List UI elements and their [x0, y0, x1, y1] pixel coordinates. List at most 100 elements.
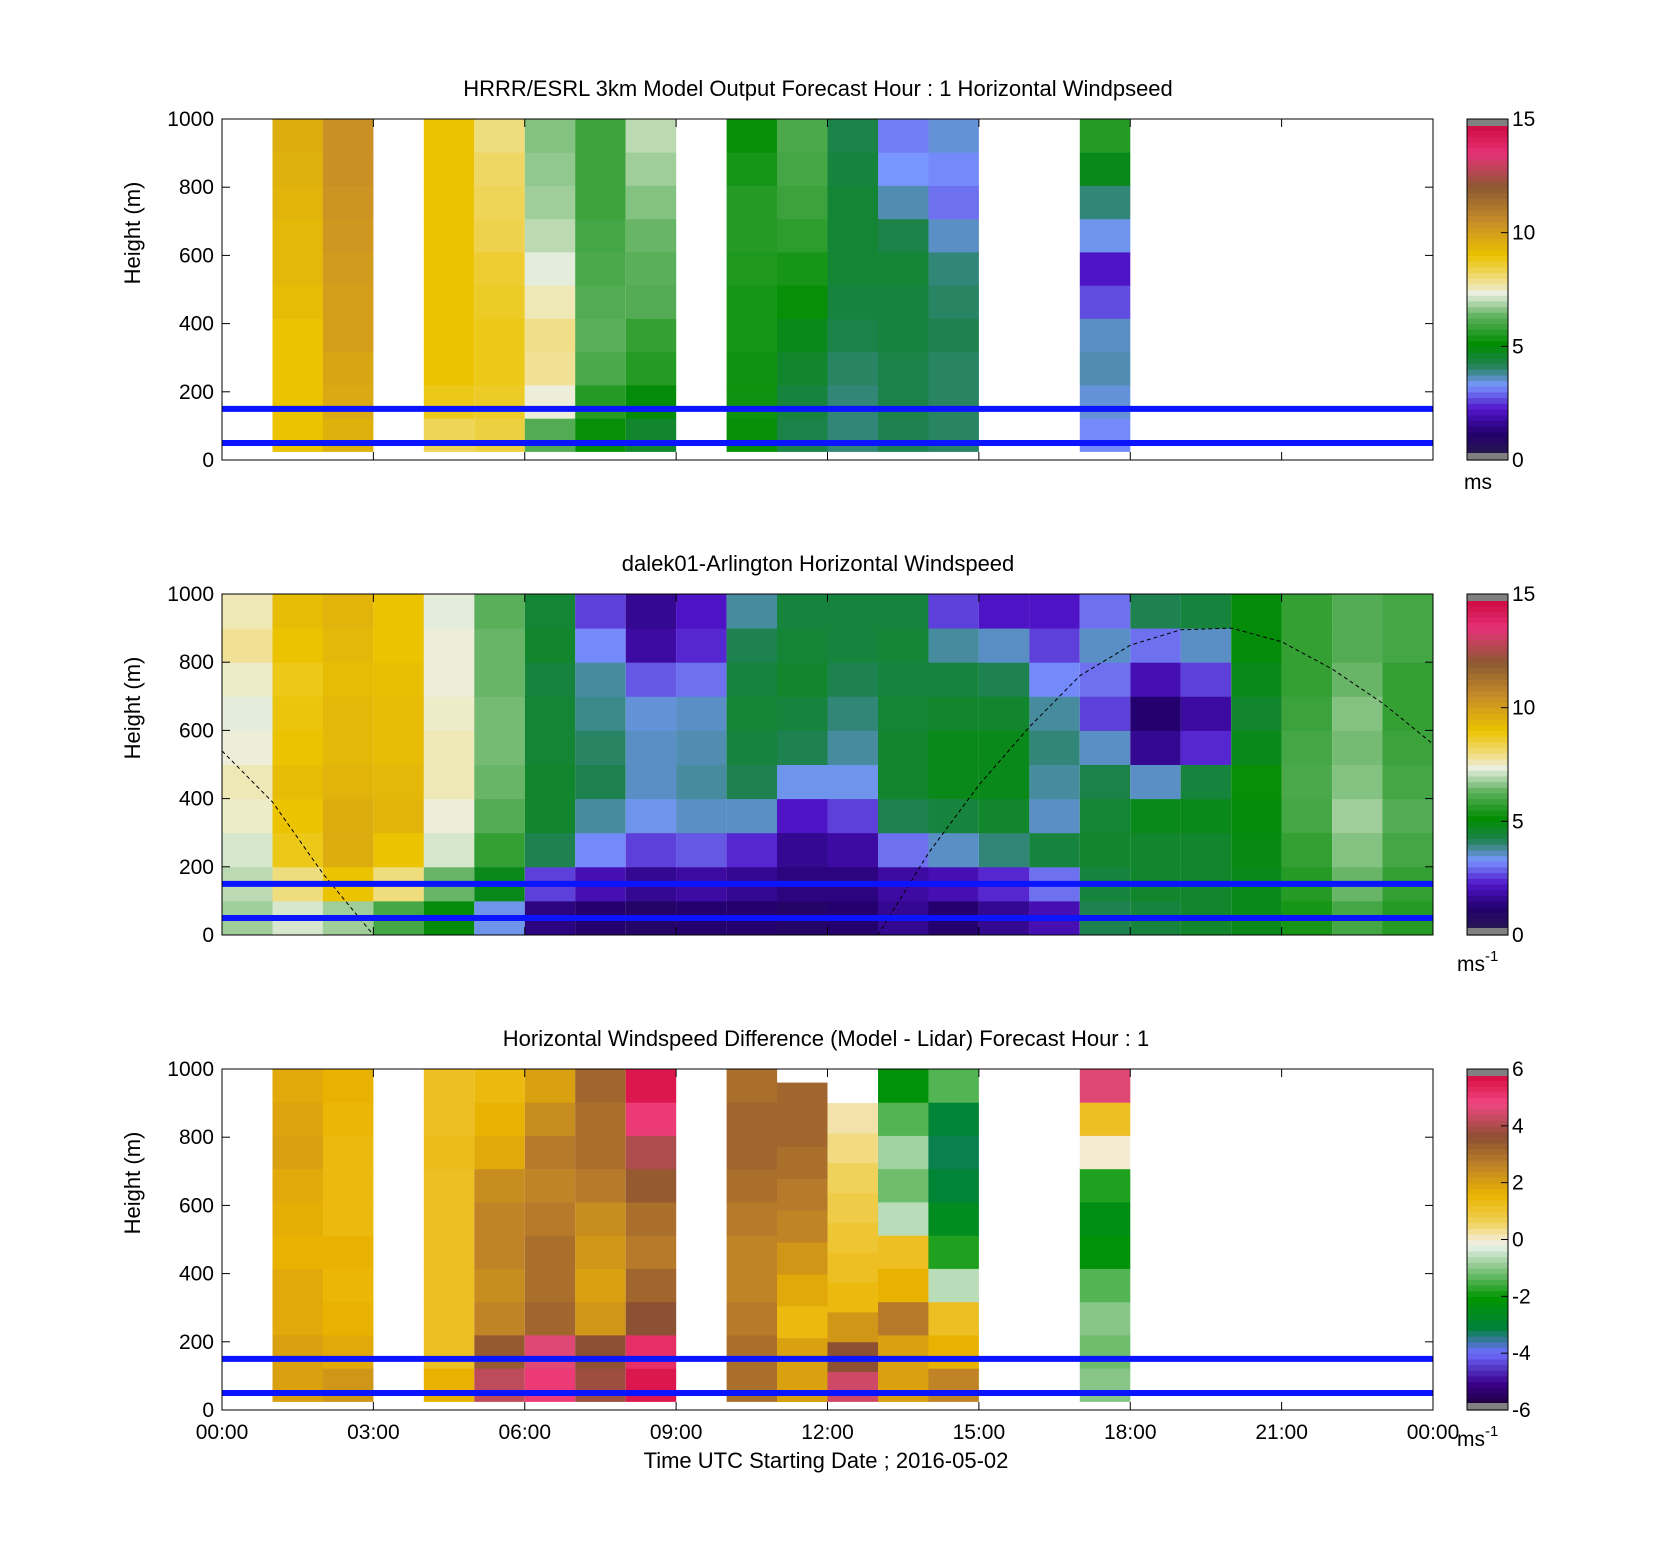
colorbar-segment	[1467, 1182, 1508, 1189]
heatmap-cell	[222, 628, 273, 663]
heatmap-cell	[322, 1102, 374, 1136]
colorbar-segment	[1467, 1159, 1508, 1167]
heatmap-cell	[878, 594, 929, 629]
lidar-overlay-curve	[221, 627, 1434, 936]
heatmap-cell	[575, 832, 626, 868]
heatmap-cell	[827, 152, 878, 186]
heatmap-cell	[272, 1368, 323, 1402]
colorbar-segment	[1467, 895, 1508, 902]
colorbar-tick-label: 5	[1512, 810, 1524, 833]
heatmap-cell	[625, 1335, 677, 1369]
heatmap-cell	[575, 418, 626, 452]
heatmap-cell	[322, 318, 374, 353]
heatmap-cell	[272, 594, 323, 629]
colorbar-segment	[1467, 425, 1508, 433]
heatmap-cell	[625, 1301, 677, 1336]
heatmap-cell	[928, 1202, 979, 1236]
heatmap-cell	[272, 385, 323, 419]
colorbar-segment	[1467, 136, 1508, 143]
heatmap-cell	[423, 318, 475, 353]
heatmap-cell	[423, 1268, 475, 1303]
heatmap-cell	[1079, 1301, 1131, 1336]
heatmap-cell	[878, 285, 929, 319]
heatmap-cell	[827, 252, 878, 286]
heatmap-cell	[726, 418, 778, 452]
heatmap-cell	[1231, 832, 1282, 868]
heatmap-cell	[322, 1168, 374, 1203]
heatmap-cell	[625, 696, 677, 731]
colorbar-segment	[1467, 317, 1508, 325]
heatmap-cell	[928, 218, 979, 253]
heatmap-cell	[1382, 730, 1433, 765]
heatmap-cell	[423, 1368, 475, 1402]
difference-reference-lines	[222, 1355, 1433, 1396]
heatmap-cell	[625, 628, 677, 663]
heatmap-cell	[423, 628, 475, 663]
heatmap-cell	[524, 218, 576, 253]
heatmap-cell	[575, 730, 626, 765]
colorbar-segment	[1467, 1285, 1508, 1292]
heatmap-cell	[474, 1135, 525, 1170]
heatmap-cell	[272, 1335, 323, 1369]
heatmap-cell	[575, 1168, 626, 1203]
heatmap-cell	[474, 594, 525, 629]
colorbar-segment	[1467, 792, 1508, 800]
heatmap-cell	[524, 185, 576, 220]
heatmap-cell	[373, 696, 424, 731]
colorbar-segment	[1467, 181, 1508, 188]
colorbar-segment	[1467, 798, 1508, 805]
colorbar-segment	[1467, 249, 1508, 256]
colorbar-segment	[1467, 346, 1508, 353]
heatmap-cell	[827, 730, 878, 765]
colorbar-segment	[1467, 1353, 1508, 1360]
heatmap-cell	[676, 696, 727, 731]
heatmap-cell	[1029, 662, 1080, 697]
colorbar-segment	[1467, 448, 1508, 455]
heatmap-cell	[1332, 798, 1383, 834]
heatmap-cell	[878, 1301, 929, 1336]
colorbar-segment	[1467, 1103, 1508, 1110]
heatmap-cell	[322, 764, 374, 800]
heatmap-cell	[474, 1069, 525, 1103]
heatmap-cell	[1281, 832, 1333, 868]
y-tick-label: 1000	[167, 583, 214, 606]
model-x-ticks	[221, 119, 1434, 460]
heatmap-cell	[726, 1268, 778, 1303]
colorbar-segment	[1467, 1114, 1508, 1121]
heatmap-cell	[928, 696, 979, 731]
heatmap-cell	[827, 832, 878, 868]
heatmap-cell	[474, 696, 525, 731]
heatmap-cell	[575, 628, 626, 663]
heatmap-cell	[625, 285, 677, 319]
colorbar-segment	[1467, 804, 1508, 811]
y-tick-label: 800	[179, 651, 214, 674]
heatmap-cell	[726, 152, 778, 186]
model-panel-y-label: Height (m)	[120, 182, 145, 285]
colorbar-segment	[1467, 1222, 1508, 1229]
heatmap-cell	[777, 285, 828, 319]
heatmap-cell	[676, 628, 727, 663]
heatmap-cell	[928, 351, 979, 386]
heatmap-cell	[1079, 764, 1131, 800]
heatmap-cell	[1029, 798, 1080, 834]
colorbar-segment	[1467, 605, 1508, 612]
heatmap-cell	[272, 696, 323, 731]
heatmap-cell	[1130, 764, 1181, 800]
model-colorbar-unit: ms	[1464, 471, 1492, 494]
colorbar-segment	[1467, 1097, 1508, 1104]
heatmap-cell	[928, 418, 979, 452]
colorbar-segment	[1467, 861, 1508, 868]
colorbar-segment	[1467, 244, 1508, 251]
colorbar-segment	[1467, 147, 1508, 154]
heatmap-cell	[474, 764, 525, 800]
heatmap-cell	[676, 594, 727, 629]
heatmap-cell	[625, 1202, 677, 1236]
heatmap-cell	[827, 1222, 878, 1253]
colorbar-segment	[1467, 770, 1508, 777]
colorbar-segment	[1467, 787, 1508, 794]
heatmap-cell	[524, 696, 576, 731]
colorbar-segment	[1467, 736, 1508, 743]
heatmap-cell	[222, 662, 273, 697]
heatmap-cell	[1281, 730, 1333, 765]
heatmap-cell	[827, 764, 878, 800]
